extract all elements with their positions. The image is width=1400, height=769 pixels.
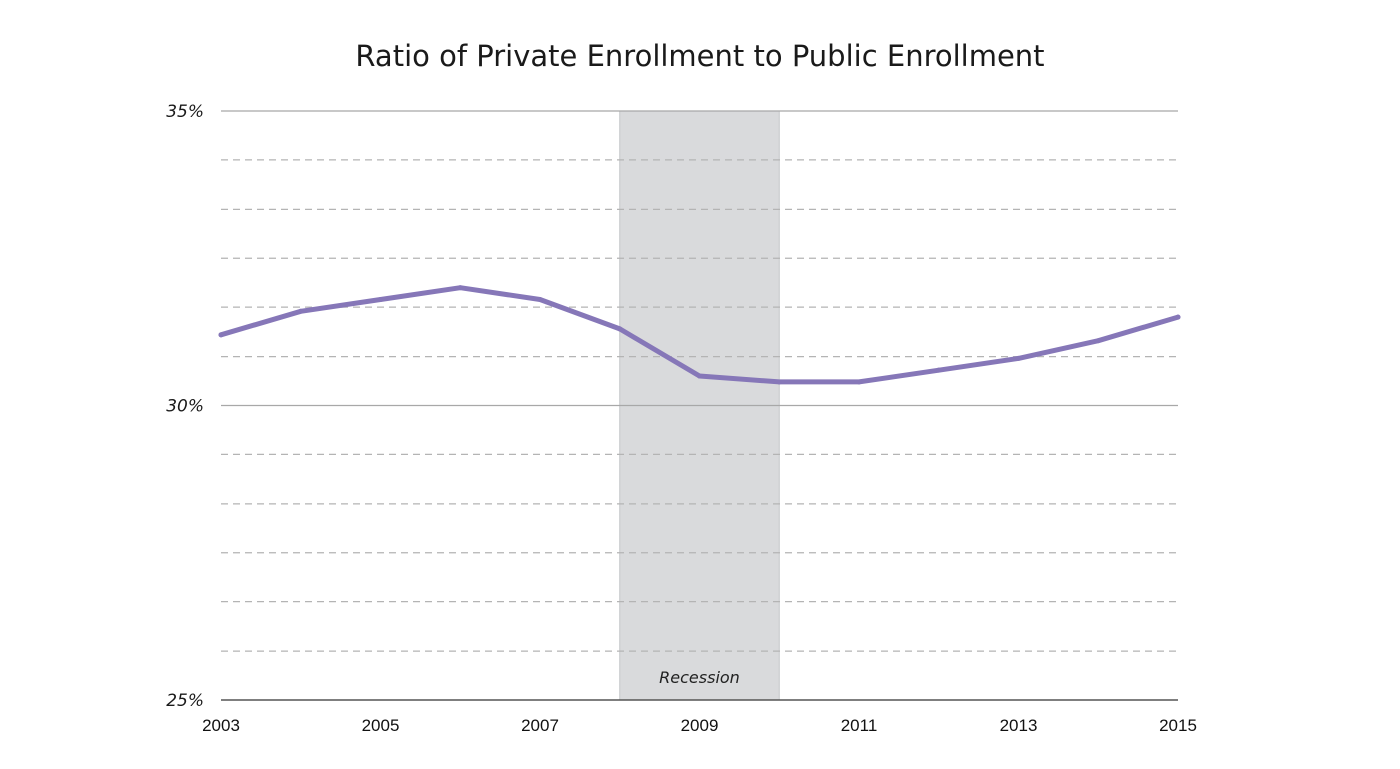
x-tick-label: 2013 xyxy=(1000,716,1038,735)
x-tick-label: 2015 xyxy=(1159,716,1197,735)
grid-layer xyxy=(221,110,1178,652)
series-layer xyxy=(218,285,1181,385)
label-layer: Recession 35% 30% 25% 2003 2005 2007 2009 2011 20… xyxy=(166,102,1197,735)
data-point xyxy=(218,332,224,338)
data-point xyxy=(936,367,942,373)
data-point xyxy=(298,308,304,314)
data-point xyxy=(1175,314,1181,320)
x-tick-label: 2005 xyxy=(362,716,400,735)
y-tick-label: 25% xyxy=(166,691,204,711)
y-tick-label: 35% xyxy=(166,102,204,122)
x-tick-label: 2007 xyxy=(521,716,559,735)
data-point xyxy=(537,296,543,302)
y-tick-label: 30% xyxy=(166,397,204,417)
data-point xyxy=(1016,355,1021,361)
x-tick-label: 2009 xyxy=(681,716,719,735)
data-point xyxy=(617,326,623,332)
data-point xyxy=(776,379,782,385)
data-point xyxy=(1095,338,1101,344)
chart-title: Ratio of Private Enrollment to Public En… xyxy=(355,39,1044,73)
data-point xyxy=(378,296,383,302)
data-point xyxy=(457,285,463,291)
recession-band-label: Recession xyxy=(659,668,740,687)
x-tick-label: 2003 xyxy=(202,716,240,735)
data-point xyxy=(856,379,862,385)
data-point xyxy=(697,373,702,379)
x-tick-label: 2011 xyxy=(841,716,878,735)
